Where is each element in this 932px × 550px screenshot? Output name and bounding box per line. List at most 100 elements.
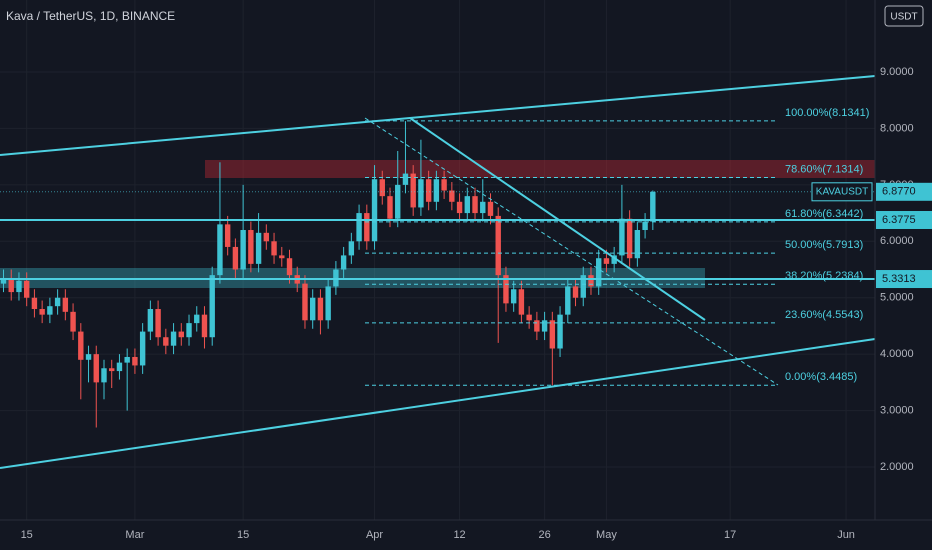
candle-body [232, 246, 239, 270]
candle-body [572, 286, 579, 298]
candle-body [433, 179, 440, 202]
candle-body [449, 190, 455, 202]
candle-body [163, 337, 169, 346]
y-tick-label: 6.0000 [880, 235, 914, 247]
x-tick-label: Mar [125, 529, 144, 541]
candle-body [178, 331, 184, 338]
candle-body [518, 289, 525, 315]
candles [0, 121, 656, 428]
candle-body [116, 362, 123, 372]
x-tick-label: 17 [724, 529, 736, 541]
candle-body [248, 230, 254, 264]
x-tick-label: 26 [538, 529, 550, 541]
fib-label: 38.20%(5.2384) [785, 270, 863, 282]
overlay: 100.00%(8.1341) 78.60%(7.1314) 61.80%(6.34… [0, 107, 875, 386]
candle-body [650, 191, 656, 222]
y-tick-label: 9.0000 [880, 66, 914, 78]
candle-body [348, 241, 355, 256]
candle-body [132, 356, 138, 366]
candle-body [340, 255, 347, 270]
price-tag [876, 210, 932, 229]
x-tick-label: 12 [453, 529, 465, 541]
candle-body [495, 215, 501, 276]
resistance-zone [205, 160, 875, 178]
fib-label: 23.60%(4.5543) [785, 309, 863, 321]
candle-body [209, 275, 215, 338]
candle-body [549, 320, 556, 349]
y-tick-label: 2.0000 [880, 461, 914, 473]
fib-label: 61.80%(6.3442) [785, 208, 863, 220]
candle-body [39, 309, 45, 315]
channel-lower [0, 338, 876, 469]
fib-label: 50.00%(5.7913) [785, 239, 863, 251]
candle-body [580, 275, 586, 298]
candle-body [596, 258, 602, 287]
candle-body [333, 269, 339, 287]
candle-body [31, 297, 38, 310]
candle-body [642, 221, 648, 231]
candle-body [510, 289, 517, 304]
candle-body [302, 283, 308, 321]
candle-body [170, 331, 177, 346]
fib-label: 0.00%(3.4485) [785, 371, 857, 383]
candle-body [124, 356, 130, 363]
candle-body [418, 179, 424, 208]
x-tick-label: Jun [837, 529, 855, 541]
candle-body [255, 232, 262, 264]
candle-body [557, 314, 563, 349]
support-zone [0, 268, 705, 288]
chart-title: Kava / TetherUS, 1D, BINANCE [6, 9, 175, 23]
candle-body [526, 314, 532, 321]
candle-body [186, 323, 192, 338]
candle-body [0, 277, 7, 284]
candle-body [410, 173, 416, 208]
candle-body [441, 179, 447, 191]
candle-body [395, 184, 401, 219]
candle-body [356, 213, 362, 242]
candle-body [541, 320, 548, 332]
candle-body [8, 277, 14, 293]
candle-body [487, 201, 494, 216]
candle-body [93, 354, 99, 383]
symbol-tag [811, 182, 873, 202]
candle-body [317, 297, 324, 321]
candle-body [371, 179, 378, 242]
candle-body [619, 218, 625, 256]
candle-body [325, 286, 331, 321]
currency[interactable]: USDT [890, 12, 917, 23]
candle-body [310, 297, 316, 321]
price-tag-label: 6.3775 [882, 214, 916, 226]
candle-body [78, 331, 84, 360]
x-tick-label: 15 [237, 529, 249, 541]
candle-body [634, 230, 641, 259]
candle-body [47, 306, 53, 315]
candle-body [603, 258, 610, 264]
candle-body [217, 224, 223, 276]
symbol-label: KAVAUSDT [816, 186, 868, 197]
price-tag-label: 6.8770 [882, 186, 916, 198]
candle-body [139, 331, 146, 366]
candle-body [534, 320, 540, 332]
currency-box[interactable] [884, 5, 924, 27]
candle-body [387, 196, 393, 219]
y-tick-label: 8.0000 [880, 122, 914, 134]
candle-body [364, 213, 370, 242]
candle-body [194, 314, 200, 324]
candle-body [155, 309, 161, 338]
candle-body [503, 275, 509, 304]
fib-label: 100.00%(8.1341) [785, 107, 869, 119]
candle-body [54, 297, 61, 307]
candle-body [62, 297, 69, 312]
candle-body [279, 255, 285, 259]
candle-body [611, 255, 617, 264]
candle-body [16, 280, 22, 293]
candle-body [271, 241, 277, 256]
candle-body [109, 368, 115, 372]
candle-body [147, 309, 154, 332]
price-tag [876, 182, 932, 201]
candle-body [626, 218, 633, 259]
candle-body [201, 314, 208, 338]
candle-body [85, 354, 92, 360]
